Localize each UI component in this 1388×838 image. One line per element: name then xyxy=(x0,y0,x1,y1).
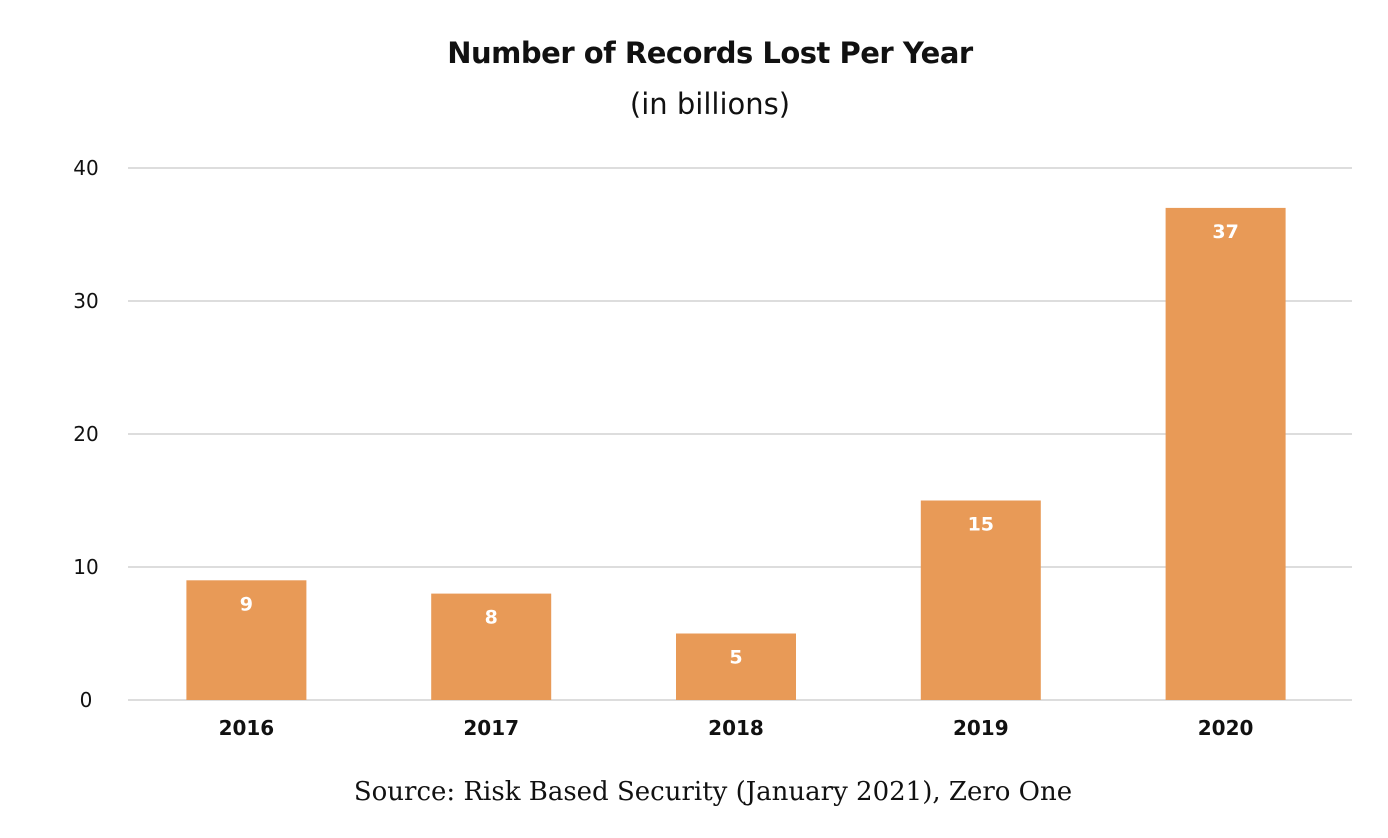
data-label-2018: 5 xyxy=(729,647,742,669)
bar-2018 xyxy=(676,633,796,700)
chart-subtitle: (in billions) xyxy=(629,87,791,121)
data-label-2019: 15 xyxy=(968,514,994,536)
x-tick-label-2017: 2017 xyxy=(463,716,519,740)
y-tick-label: 10 xyxy=(73,555,98,579)
data-label-2020: 37 xyxy=(1212,221,1238,243)
chart-title: Number of Records Lost Per Year xyxy=(447,36,973,70)
y-tick-label: 0 xyxy=(80,688,93,712)
x-tick-label-2019: 2019 xyxy=(953,716,1009,740)
data-labels: 9 8 5 15 37 xyxy=(240,221,1239,669)
bar-2020 xyxy=(1165,207,1286,700)
x-axis-ticks: 2016 2017 2018 2019 2020 xyxy=(219,716,1254,740)
data-label-2017: 8 xyxy=(485,607,498,629)
y-tick-label: 20 xyxy=(73,422,98,446)
bars xyxy=(186,207,1286,700)
bar-2017 xyxy=(431,593,552,700)
data-label-2016: 9 xyxy=(240,593,253,615)
y-tick-label: 30 xyxy=(73,289,98,313)
chart-source: Source: Risk Based Security (January 202… xyxy=(353,777,1073,807)
x-tick-label-2016: 2016 xyxy=(219,716,275,740)
y-axis-ticks: 0 10 20 30 40 xyxy=(73,156,98,712)
x-tick-label-2018: 2018 xyxy=(708,716,764,740)
y-tick-label: 40 xyxy=(73,156,98,180)
x-tick-label-2020: 2020 xyxy=(1198,716,1254,740)
bar-2016 xyxy=(186,580,307,700)
bar-2019 xyxy=(920,500,1041,700)
